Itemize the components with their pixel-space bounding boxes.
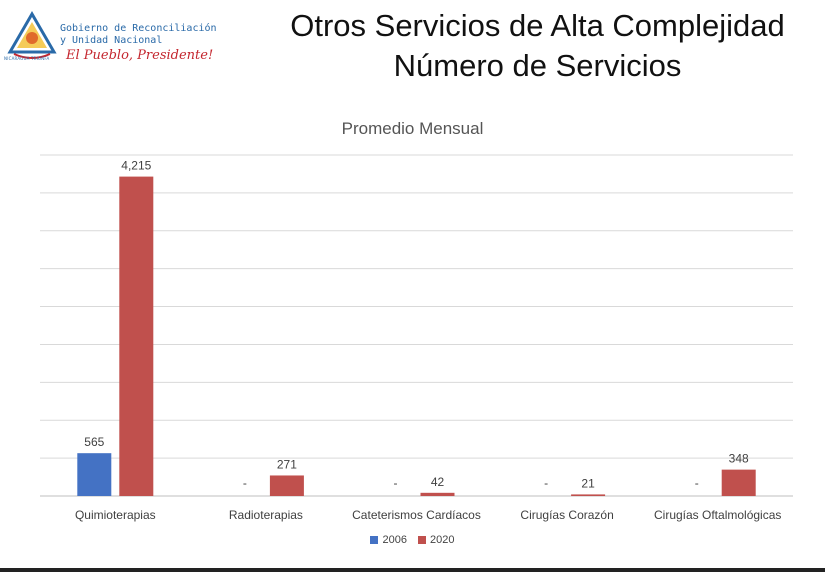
data-label-2006-0: 565 (84, 435, 104, 449)
bar-2020-2 (420, 492, 455, 496)
page-subtitle: Número de Servicios (393, 48, 682, 83)
legend-label-2020: 2020 (430, 534, 455, 546)
government-logo: Gobierno de Reconciliación y Unidad Naci… (4, 8, 244, 70)
logo-caption: NICARAGUA TRIUNFA (4, 56, 50, 61)
bar-2020-0 (119, 176, 154, 496)
bar-2020-3 (571, 494, 606, 496)
logo-line2: y Unidad Nacional (60, 35, 163, 46)
category-label-3: Cirugías Corazón (520, 508, 613, 522)
category-label-1: Radioterapias (229, 508, 303, 522)
data-label-2006-1: - (243, 476, 247, 490)
category-label-0: Quimioterapias (75, 508, 156, 522)
bottom-border (0, 568, 825, 572)
legend-item-2020: 2020 (418, 534, 455, 546)
page-title: Otros Servicios de Alta Complejidad (290, 8, 785, 43)
legend-swatch-2006 (370, 536, 379, 545)
logo-line1: Gobierno de Reconciliación (60, 23, 217, 34)
data-label-2020-0: 4,215 (121, 159, 151, 173)
legend-item-2006: 2006 (370, 534, 407, 546)
logo-emblem-icon (7, 11, 57, 59)
category-label-2: Cateterismos Cardíacos (352, 508, 481, 522)
data-label-2006-2: - (394, 476, 398, 490)
chart-legend: 2006 2020 (0, 534, 825, 546)
bar-2006-0 (77, 453, 112, 496)
data-label-2020-1: 271 (277, 457, 297, 471)
data-label-2020-2: 42 (431, 475, 445, 489)
data-label-2006-3: - (544, 476, 548, 490)
data-label-2020-4: 348 (729, 452, 749, 466)
bar-2020-1 (269, 475, 304, 496)
logo-slogan: El Pueblo, Presidente! (66, 48, 214, 63)
legend-swatch-2020 (418, 536, 427, 545)
data-label-2006-4: - (695, 476, 699, 490)
chart-title: Promedio Mensual (341, 119, 484, 138)
legend-label-2006: 2006 (382, 534, 407, 546)
category-label-4: Cirugías Oftalmológicas (654, 508, 781, 522)
data-label-2020-3: 21 (581, 476, 595, 490)
bar-2020-4 (721, 469, 756, 496)
